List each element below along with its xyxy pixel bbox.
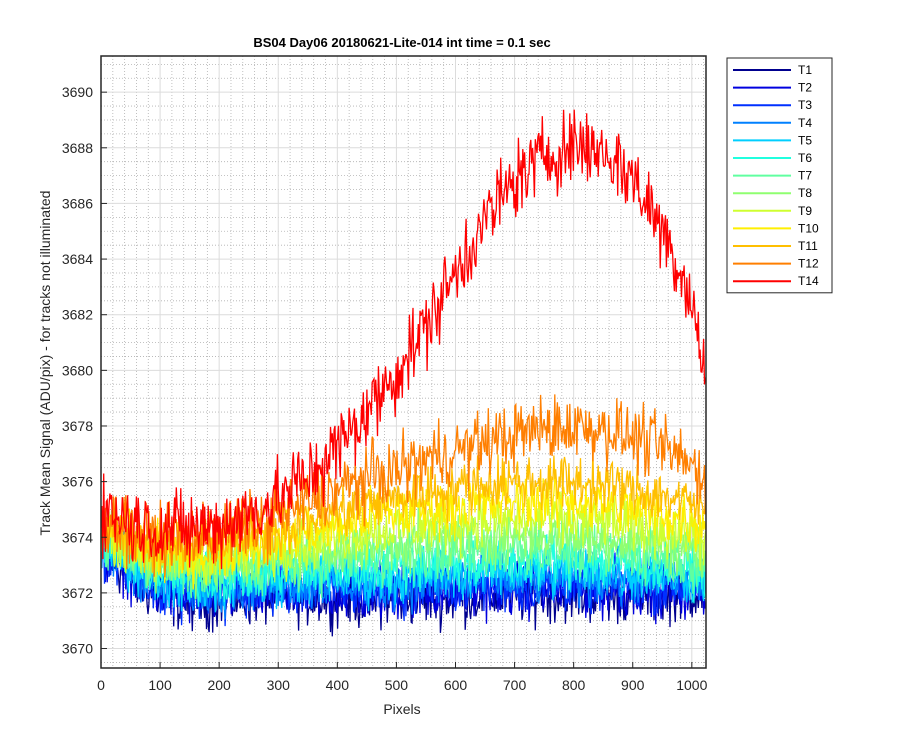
legend-label-t9: T9 — [798, 204, 812, 218]
y-axis-ticks: 3670 3672 3674 3676 3678 3680 3682 3684 3686 3688… — [62, 84, 107, 657]
x-axis-label: Pixels — [383, 701, 420, 717]
series-group — [101, 109, 706, 637]
legend-label-t4: T4 — [798, 116, 812, 130]
x-tick-label: 0 — [97, 677, 105, 693]
series-line-t14 — [101, 109, 706, 570]
y-axis-label: Track Mean Signal (ADU/pix) - for tracks… — [37, 191, 53, 536]
legend: T1 T2 T3 T4 T5 T6 T7 T8 T9 T10 T11 T12 T14 — [726, 57, 833, 294]
x-tick-label: 700 — [503, 677, 527, 693]
y-tick-label: 3676 — [62, 474, 93, 490]
y-tick-label: 3672 — [62, 585, 93, 601]
y-tick-label: 3678 — [62, 418, 93, 434]
x-tick-label: 1000 — [676, 677, 707, 693]
x-tick-label: 600 — [444, 677, 468, 693]
y-tick-label: 3680 — [62, 362, 93, 378]
legend-label-t12: T12 — [798, 257, 819, 271]
legend-label-t7: T7 — [798, 169, 812, 183]
legend-label-t11: T11 — [798, 239, 818, 253]
legend-label-t3: T3 — [798, 98, 812, 112]
chart-title: BS04 Day06 20180621-Lite-014 int time = … — [253, 35, 550, 50]
x-tick-label: 400 — [326, 677, 350, 693]
x-tick-label: 900 — [621, 677, 645, 693]
legend-label-t10: T10 — [798, 221, 819, 235]
plot-frame — [100, 55, 707, 669]
legend-label-t1: T1 — [798, 63, 812, 77]
legend-label-t5: T5 — [798, 133, 812, 147]
y-tick-label: 3670 — [62, 641, 93, 657]
x-tick-label: 500 — [385, 677, 409, 693]
x-tick-label: 800 — [562, 677, 586, 693]
x-tick-label: 100 — [148, 677, 172, 693]
legend-label-t14: T14 — [798, 274, 819, 288]
series-line-t11 — [101, 448, 706, 574]
x-tick-label: 300 — [267, 677, 291, 693]
y-tick-label: 3684 — [62, 251, 93, 267]
legend-label-t6: T6 — [798, 151, 812, 165]
legend-label-t8: T8 — [798, 186, 812, 200]
x-tick-label: 200 — [207, 677, 231, 693]
y-tick-label: 3688 — [62, 140, 93, 156]
y-tick-label: 3690 — [62, 84, 93, 100]
x-axis-ticks: 0 100 200 300 400 500 600 700 800 900 1000 — [97, 662, 708, 693]
y-tick-label: 3682 — [62, 307, 93, 323]
legend-label-t2: T2 — [798, 81, 812, 95]
y-tick-label: 3674 — [62, 529, 93, 545]
y-tick-label: 3686 — [62, 195, 93, 211]
series-line-t12 — [101, 394, 706, 578]
series-line-t7 — [101, 504, 706, 599]
